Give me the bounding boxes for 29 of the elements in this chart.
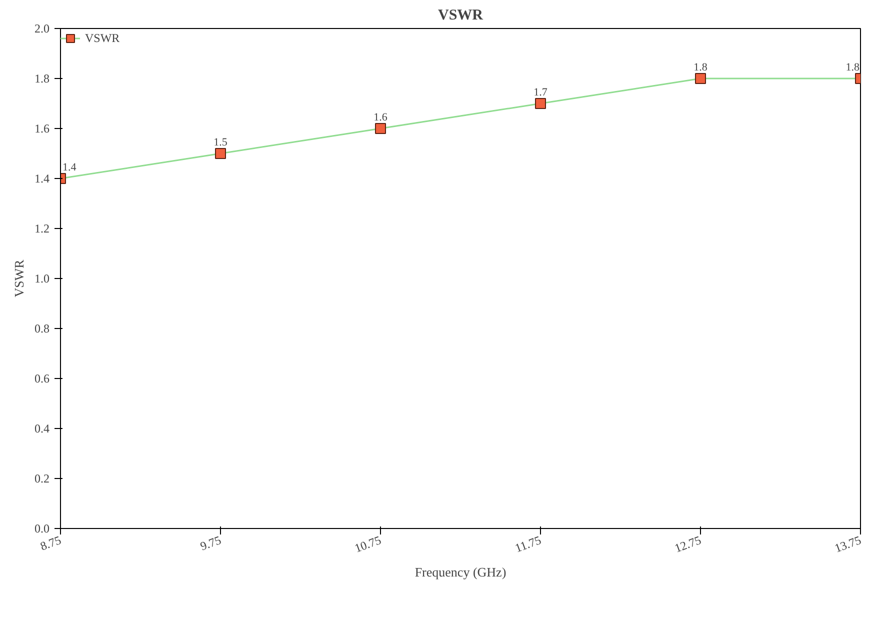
x-tick-label: 11.75 bbox=[513, 532, 543, 556]
data-label: 1.5 bbox=[214, 136, 228, 148]
y-axis-title: VSWR bbox=[12, 259, 26, 298]
data-label: 1.7 bbox=[534, 86, 548, 98]
y-tick-label: 1.8 bbox=[34, 72, 50, 86]
y-tick-label: 2.0 bbox=[34, 22, 50, 36]
y-tick-label: 0.2 bbox=[34, 472, 50, 486]
point bbox=[375, 123, 386, 134]
legend-label: VSWR bbox=[85, 30, 120, 46]
x-tick-label: 9.75 bbox=[198, 532, 223, 554]
x-tick-label: 10.75 bbox=[352, 532, 383, 556]
data-label: 1.8 bbox=[694, 62, 708, 74]
data-label: 1.4 bbox=[62, 162, 77, 174]
y-tick-label: 0.4 bbox=[34, 422, 50, 436]
y-tick-label: 1.2 bbox=[34, 222, 50, 236]
y-tick-label: 1.6 bbox=[34, 122, 50, 136]
x-tick-label: 8.75 bbox=[38, 532, 63, 554]
y-tick-label: 1.4 bbox=[34, 172, 50, 186]
y-tick-label: 0.6 bbox=[34, 372, 50, 386]
data-label: 1.6 bbox=[374, 112, 388, 124]
y-tick-label: 1.0 bbox=[34, 272, 50, 286]
chart-title: VSWR bbox=[438, 8, 484, 24]
data-label: 1.8 bbox=[846, 62, 860, 74]
y-tick-label: 0.0 bbox=[34, 522, 50, 536]
x-tick-label: 12.75 bbox=[672, 532, 703, 556]
y-tick-label: 0.8 bbox=[34, 322, 50, 336]
point bbox=[535, 98, 546, 109]
x-axis-title: Frequency (GHz) bbox=[414, 564, 506, 580]
x-tick-label: 13.75 bbox=[832, 532, 863, 556]
